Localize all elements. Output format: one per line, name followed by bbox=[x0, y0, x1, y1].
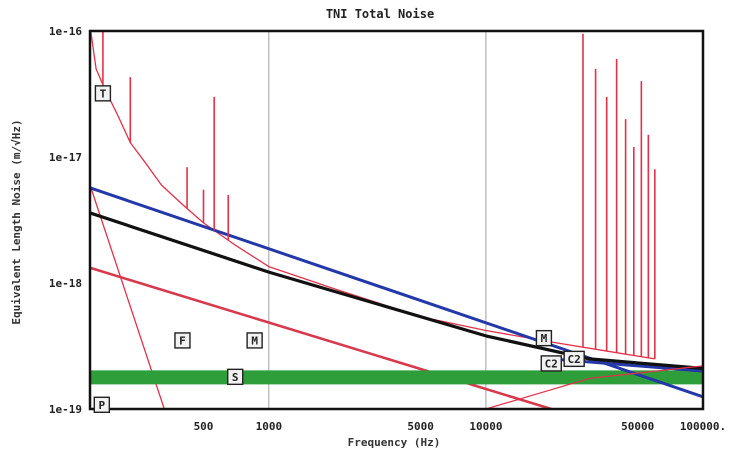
x-tick-label: 50000 bbox=[621, 420, 654, 433]
curve-tag-s: S bbox=[227, 368, 244, 386]
svg-text:P: P bbox=[98, 399, 105, 412]
series-c2-line bbox=[485, 365, 703, 409]
plot-area bbox=[90, 31, 703, 409]
y-tick-label: 1e-18 bbox=[49, 277, 82, 290]
tick-labels: 500 1000 5000 10000 50000 100000. 1e-19 1e-18 1e… bbox=[49, 25, 726, 433]
svg-text:F: F bbox=[179, 334, 186, 347]
svg-text:S: S bbox=[232, 371, 239, 384]
svg-text:C2: C2 bbox=[545, 357, 558, 370]
curve-tag-c2: C2 bbox=[563, 350, 585, 368]
x-tick-label: 100000. bbox=[680, 420, 726, 433]
curve-tag-t: T bbox=[94, 85, 112, 102]
curve-tag-c2: C2 bbox=[540, 355, 562, 372]
peaks-layer bbox=[102, 31, 656, 359]
x-tick-label: 500 bbox=[194, 420, 214, 433]
chart-title: TNI Total Noise bbox=[326, 7, 434, 21]
x-tick-label: 1000 bbox=[256, 420, 283, 433]
curve-tag-m: M bbox=[535, 329, 553, 347]
svg-text:T: T bbox=[100, 87, 107, 100]
curve-tag-f: F bbox=[174, 332, 191, 349]
series-t-line bbox=[90, 31, 655, 360]
svg-text:M: M bbox=[541, 332, 548, 345]
x-tick-label: 10000 bbox=[469, 420, 502, 433]
series-total-line bbox=[90, 211, 703, 370]
plot-border bbox=[88, 29, 705, 411]
series-m-line bbox=[90, 266, 552, 409]
y-tick-label: 1e-19 bbox=[49, 403, 82, 416]
y-tick-label: 1e-17 bbox=[49, 151, 82, 164]
curve-tags: T F M S P M C2 C2 bbox=[93, 85, 585, 413]
x-tick-label: 5000 bbox=[407, 420, 434, 433]
x-axis-label: Frequency (Hz) bbox=[348, 436, 441, 449]
curve-tag-m: M bbox=[246, 332, 263, 349]
curve-tag-p: P bbox=[93, 396, 110, 413]
y-tick-label: 1e-16 bbox=[49, 25, 82, 38]
svg-text:C2: C2 bbox=[568, 353, 581, 366]
y-axis-label: Equivalent Length Noise (m/√Hz) bbox=[10, 119, 23, 324]
gridlines bbox=[268, 31, 487, 409]
svg-text:M: M bbox=[251, 334, 258, 347]
